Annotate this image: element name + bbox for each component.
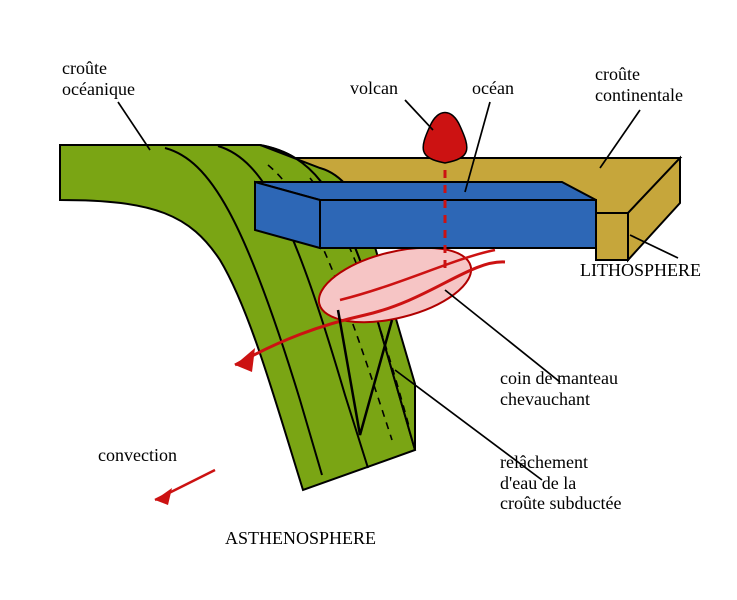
continental-step xyxy=(596,213,628,260)
label-water-release: relâchement d'eau de la croûte subductée xyxy=(500,452,621,514)
diagram-canvas: volcan océan croûte océanique croûte con… xyxy=(0,0,737,600)
label-oceanic-crust: croûte océanique xyxy=(62,58,135,99)
ocean-water xyxy=(255,182,596,248)
label-volcano: volcan xyxy=(350,78,398,99)
label-ocean: océan xyxy=(472,78,514,99)
convection-arrow xyxy=(155,470,215,505)
label-continental-crust: croûte continentale xyxy=(595,64,683,105)
label-mantle-wedge: coin de manteau chevauchant xyxy=(500,368,618,409)
label-convection: convection xyxy=(98,445,177,466)
label-asthenosphere: ASTHENOSPHERE xyxy=(225,528,376,549)
pointer-volcano xyxy=(405,100,433,130)
volcano xyxy=(423,113,467,164)
pointer-oceanic-crust xyxy=(118,102,150,150)
label-lithosphere: LITHOSPHERE xyxy=(580,260,701,281)
